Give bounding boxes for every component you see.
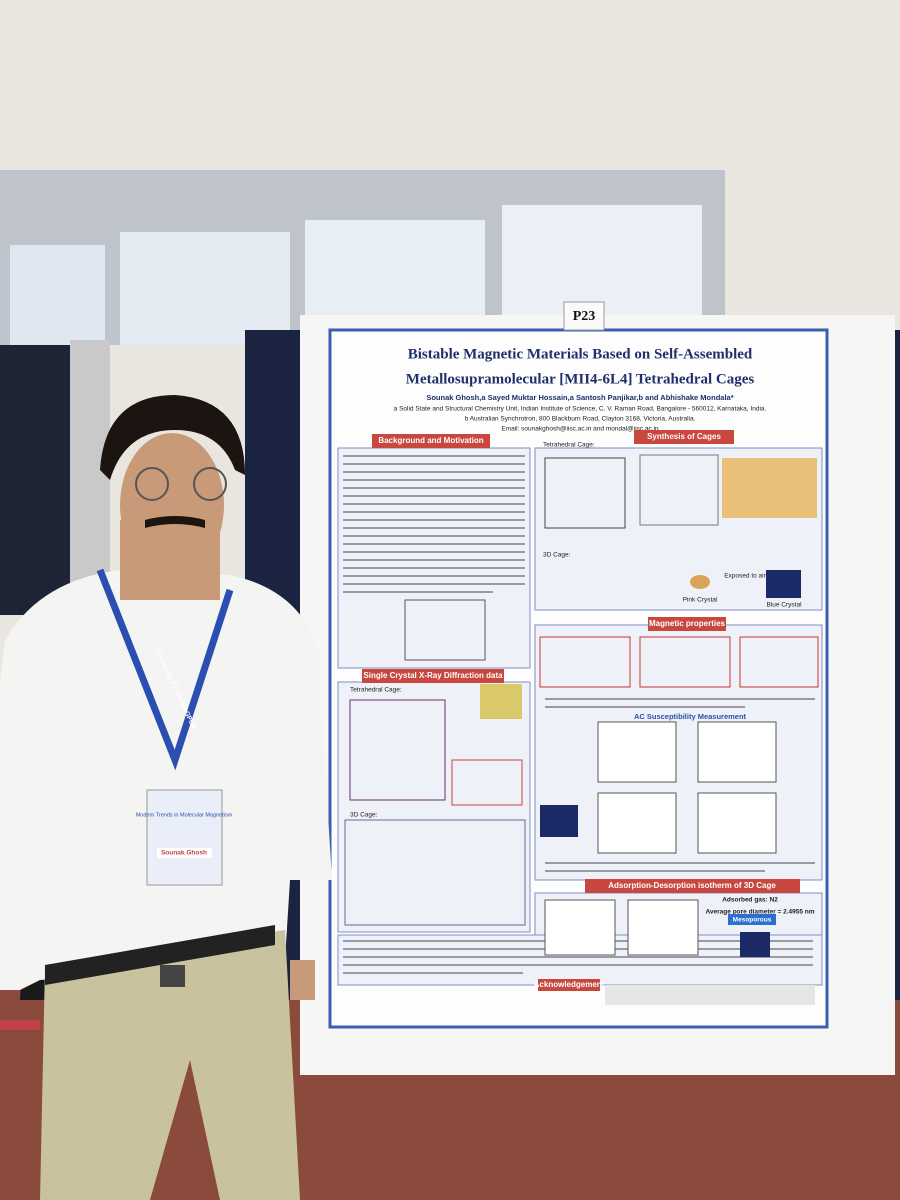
email: Email: sounakghosh@iisc.ac.in and mondal… [501,426,659,433]
label: 3D Cage: [350,812,378,819]
section-header [538,979,600,991]
section-title: Adsorption-Desorption isotherm of 3D Cag… [608,881,776,890]
label: 3D Cage: [543,552,571,559]
figures [344,454,819,1005]
poster-title: Bistable Magnetic Materials Based on Sel… [408,346,753,362]
badge-event: Modern Trends in Molecular Magnetism [136,812,233,818]
person [0,395,332,1200]
panel [534,624,823,881]
label: Blue Crystal [766,602,802,609]
section-title: Background and Motivation [378,436,483,445]
poster-number: P23 [573,309,596,324]
tag [728,914,776,925]
authors: Sounak Ghosh,a Sayed Muktar Hossain,a Sa… [426,393,733,402]
section-header [585,879,800,893]
section-header [634,430,734,444]
panel [337,681,531,933]
label: Tetrahedral Cage: [350,687,402,694]
affiliation: b Australian Synchrotron, 800 Blackburn … [465,416,696,423]
section-title: Single Crystal X-Ray Diffraction data [363,671,503,680]
section-title: AC Susceptibility Measurement [634,712,747,721]
label: Tetrahedral Cage: [543,442,595,449]
poster-title: Metallosupramolecular [MII4-6L4] Tetrahe… [406,371,755,387]
section-header [362,669,504,683]
window-pane [120,232,290,345]
panel [337,447,531,669]
window-pane [10,245,105,345]
label: Mesoporous [733,917,772,924]
section-title: Acknowledgement [534,980,605,989]
label: Adsorbed gas: N2 [722,897,778,904]
label: Pink Crystal [683,597,718,604]
section-header [648,617,726,631]
affiliation: a Solid State and Structural Chemistry U… [394,406,767,413]
section-title: Synthesis of Cages [647,432,721,441]
section-title: Magnetic properties [649,619,726,628]
label: Average pore diameter = 2.4955 nm [705,909,814,916]
badge-name-box [157,848,212,858]
label: Exposed to air [724,573,766,580]
section-header [372,434,490,448]
poster-number-card [563,301,605,331]
board [0,345,70,615]
badge-name: Sounak Ghosh [161,850,207,857]
